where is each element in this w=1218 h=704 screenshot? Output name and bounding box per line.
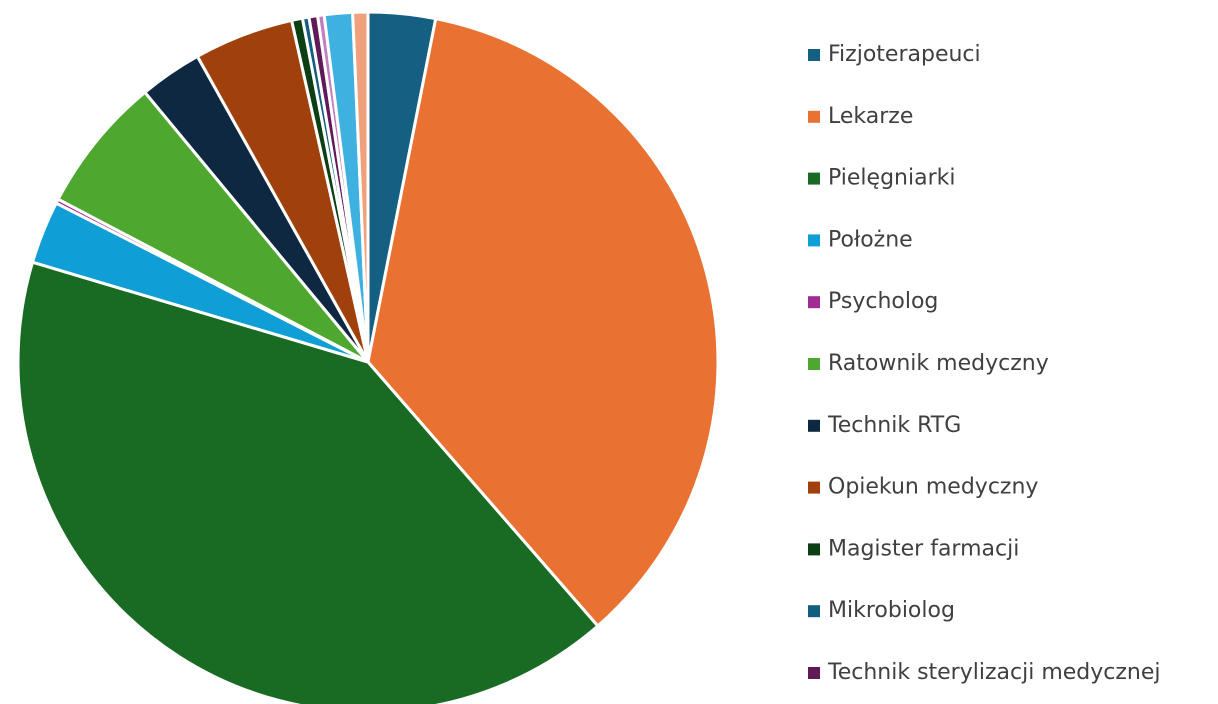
legend-swatch — [808, 543, 820, 556]
legend-swatch — [808, 419, 820, 432]
pie-slice — [56, 90, 370, 364]
legend-label: Lekarze — [828, 104, 913, 129]
pie-slice — [16, 260, 600, 704]
legend-label: Opiekun medyczny — [828, 475, 1038, 500]
legend-swatch — [808, 667, 820, 679]
legend-label: Fizjoterapeuci — [828, 42, 981, 67]
pie-slice — [366, 17, 720, 628]
legend-swatch — [808, 605, 820, 618]
pie-slice — [351, 10, 370, 364]
legend-swatch — [808, 296, 820, 309]
legend-label: Ratownik medyczny — [828, 351, 1049, 376]
legend-label: Pielęgniarki — [828, 166, 955, 191]
legend-swatch — [808, 358, 820, 370]
legend-label: Mikrobiolog — [828, 598, 955, 623]
legend-swatch — [808, 172, 820, 185]
legend-swatch — [808, 481, 820, 494]
legend-label: Technik sterylizacji medycznej — [827, 660, 1161, 685]
legend-label: Technik RTG — [827, 413, 961, 438]
legend-swatch — [808, 49, 820, 61]
legend-swatch — [808, 110, 820, 123]
legend-label: Magister farmacji — [828, 536, 1019, 561]
legend-label: Psycholog — [828, 289, 938, 314]
legend-label: Położne — [828, 227, 913, 252]
legend-swatch — [808, 234, 820, 247]
